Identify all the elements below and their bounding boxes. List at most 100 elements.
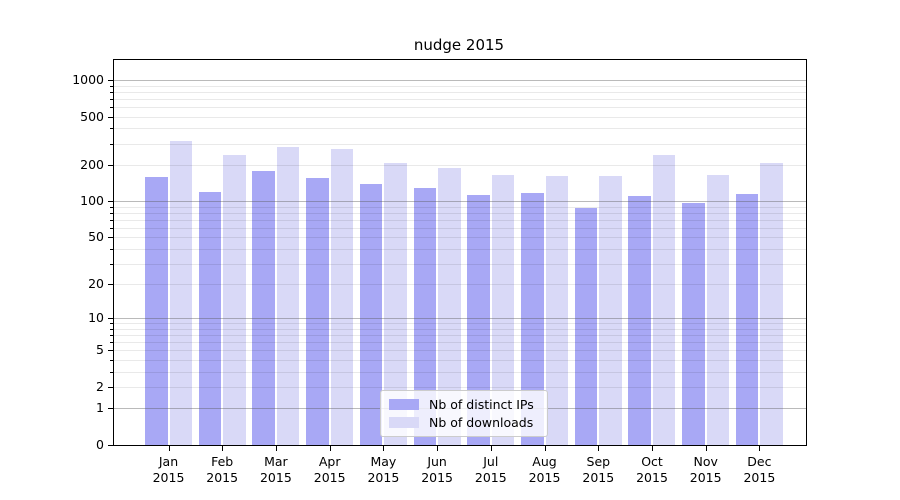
y-axis-tick-label: 50	[88, 229, 104, 245]
minor-gridline	[114, 335, 806, 337]
minor-gridline	[114, 263, 806, 265]
y-axis-minor-tick	[110, 342, 113, 344]
y-axis-minor-tick	[110, 212, 113, 214]
x-axis-tick	[275, 446, 277, 451]
minor-gridline	[114, 350, 806, 352]
minor-gridline	[114, 248, 806, 250]
minor-gridline	[114, 91, 806, 93]
bar-downloads	[760, 162, 783, 445]
x-axis-tick-label: Oct 2015	[636, 454, 668, 485]
y-axis-minor-tick	[110, 371, 113, 373]
major-gridline	[114, 201, 806, 203]
y-axis-minor-tick	[110, 91, 113, 93]
minor-gridline	[114, 98, 806, 100]
bar-downloads	[438, 167, 461, 445]
y-axis-tick	[108, 445, 113, 446]
bar-distinct-ips	[413, 188, 437, 445]
x-axis-tick	[544, 446, 546, 451]
bar-distinct-ips	[359, 183, 383, 445]
y-axis-minor-tick	[110, 143, 113, 145]
minor-gridline	[114, 328, 806, 330]
bar-downloads	[169, 140, 192, 445]
x-axis-tick	[329, 446, 331, 451]
x-axis-tick	[168, 446, 170, 451]
y-axis-minor-tick	[110, 335, 113, 337]
x-axis-tick	[705, 446, 707, 451]
y-axis-minor-tick	[110, 328, 113, 330]
bar-downloads	[599, 175, 622, 445]
y-axis-tick	[108, 318, 113, 320]
y-axis-minor-tick	[110, 284, 113, 286]
y-axis-minor-tick	[110, 128, 113, 130]
x-axis-tick	[437, 446, 439, 451]
minor-gridline	[114, 128, 806, 130]
bar-distinct-ips	[306, 177, 329, 445]
y-axis-minor-tick	[110, 350, 113, 352]
bar-downloads	[223, 154, 246, 445]
bar-downloads	[652, 154, 676, 445]
bar-downloads	[491, 174, 515, 445]
y-axis-tick	[108, 201, 113, 203]
minor-gridline	[114, 227, 806, 229]
bar-distinct-ips	[467, 195, 490, 445]
minor-gridline	[114, 219, 806, 221]
y-axis-tick-label: 200	[80, 156, 104, 172]
legend-label: Nb of downloads	[429, 415, 534, 431]
x-axis-tick-label: Sep 2015	[582, 454, 615, 485]
legend-row: Nb of distinct IPs	[389, 397, 539, 412]
x-axis-tick	[652, 446, 653, 451]
minor-gridline	[114, 164, 806, 166]
y-axis-minor-tick	[110, 164, 113, 166]
minor-gridline	[114, 371, 806, 373]
x-axis-tick-label: Apr 2015	[313, 454, 346, 485]
y-axis-minor-tick	[110, 263, 113, 265]
y-axis-tick-label: 500	[80, 108, 104, 124]
bar-distinct-ips	[628, 195, 651, 445]
bar-distinct-ips	[145, 176, 168, 445]
y-axis-minor-tick	[110, 106, 113, 108]
minor-gridline	[114, 85, 806, 87]
minor-gridline	[114, 116, 806, 118]
x-axis-tick-label: Mar 2015	[259, 454, 292, 485]
x-axis-tick	[383, 446, 385, 451]
y-axis-tick-label: 1000	[72, 72, 104, 87]
y-axis-tick-label: 1	[96, 400, 104, 416]
y-axis-tick-label: 100	[80, 193, 104, 209]
x-axis-tick-label: Jun 2015	[421, 454, 453, 485]
legend-row: Nb of downloads	[389, 415, 539, 430]
minor-gridline	[114, 237, 806, 239]
y-axis-tick-label: 10	[88, 310, 104, 326]
minor-gridline	[114, 206, 806, 208]
minor-gridline	[114, 360, 806, 361]
x-axis-tick-label: Feb 2015	[206, 454, 239, 485]
bar-distinct-ips	[521, 193, 544, 445]
bar-downloads	[276, 147, 300, 445]
y-axis-minor-tick	[110, 219, 113, 221]
y-axis-minor-tick	[110, 237, 113, 239]
y-axis-minor-tick	[110, 116, 113, 118]
x-axis-tick-label: Jul 2015	[474, 454, 507, 485]
minor-gridline	[114, 212, 806, 214]
chart-title: nudge 2015	[413, 36, 505, 54]
minor-gridline	[114, 342, 806, 344]
y-axis-tick	[108, 80, 113, 81]
y-axis-tick	[108, 408, 113, 410]
x-axis-tick	[759, 446, 761, 451]
y-axis-minor-tick	[110, 85, 113, 87]
x-axis-tick	[490, 446, 492, 451]
bar-distinct-ips	[252, 170, 275, 445]
bar-downloads	[706, 174, 730, 445]
minor-gridline	[114, 387, 806, 388]
x-axis-tick-label: Nov 2015	[689, 454, 722, 485]
minor-gridline	[114, 106, 806, 108]
y-axis-minor-tick	[110, 227, 113, 229]
legend: Nb of distinct IPs Nb of downloads	[380, 390, 548, 437]
x-axis-tick-label: May 2015	[367, 454, 400, 485]
y-axis-tick-label: 0	[96, 437, 104, 452]
y-axis-minor-tick	[110, 248, 113, 250]
x-axis-tick	[222, 446, 224, 451]
minor-gridline	[114, 143, 806, 145]
legend-label: Nb of distinct IPs	[429, 396, 534, 412]
y-axis-tick-label: 20	[88, 276, 104, 292]
